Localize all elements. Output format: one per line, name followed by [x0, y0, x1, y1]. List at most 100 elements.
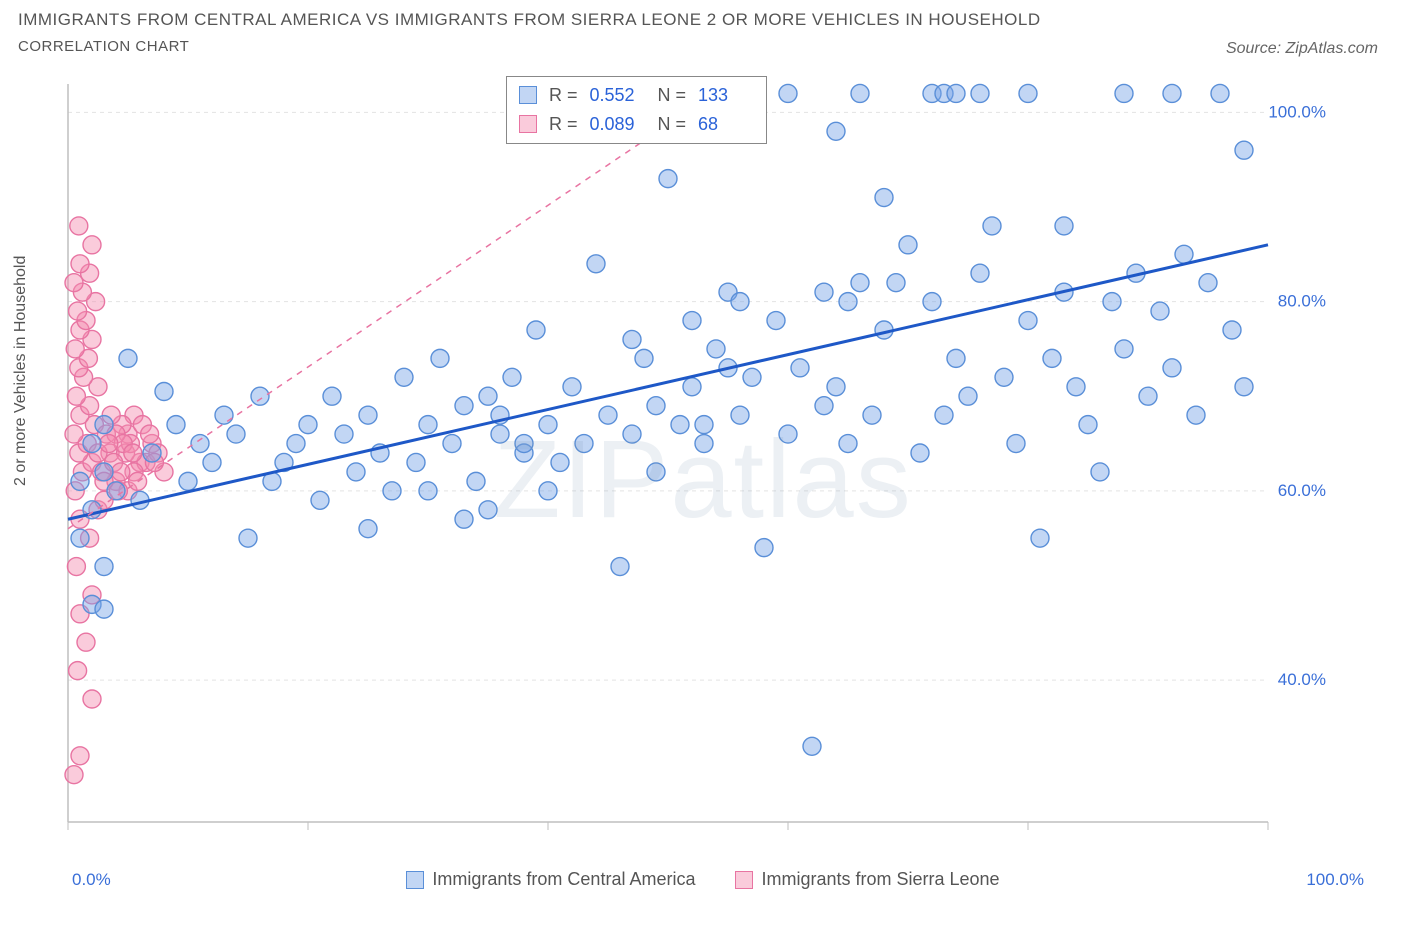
scatter-point — [623, 425, 641, 443]
scatter-point — [599, 406, 617, 424]
scatter-point — [1199, 274, 1217, 292]
stat-label-r: R = — [549, 110, 578, 139]
scatter-point — [911, 444, 929, 462]
stat-value-r: 0.552 — [590, 81, 646, 110]
scatter-point — [1091, 463, 1109, 481]
scatter-point — [1223, 321, 1241, 339]
y-tick-label: 80.0% — [1278, 292, 1326, 311]
scatter-point — [141, 425, 159, 443]
legend-label: Immigrants from Sierra Leone — [761, 869, 999, 890]
scatter-point — [647, 397, 665, 415]
scatter-point — [65, 274, 83, 292]
scatter-point — [491, 425, 509, 443]
scatter-point — [66, 340, 84, 358]
scatter-point — [311, 491, 329, 509]
source-label: Source: ZipAtlas.com — [1226, 40, 1378, 58]
scatter-point — [479, 387, 497, 405]
scatter-point — [1079, 416, 1097, 434]
scatter-point — [851, 274, 869, 292]
scatter-point — [1103, 293, 1121, 311]
scatter-point — [1151, 302, 1169, 320]
scatter-point — [347, 463, 365, 481]
legend-item: Immigrants from Central America — [406, 869, 695, 890]
scatter-point — [923, 293, 941, 311]
scatter-point — [683, 378, 701, 396]
scatter-point — [539, 416, 557, 434]
scatter-point — [65, 766, 83, 784]
scatter-point — [1235, 141, 1253, 159]
series-legend: Immigrants from Central America Immigrant… — [18, 869, 1388, 890]
scatter-point — [1187, 406, 1205, 424]
scatter-point — [827, 122, 845, 140]
stat-label-n: N = — [658, 110, 687, 139]
scatter-point — [83, 236, 101, 254]
scatter-point — [839, 435, 857, 453]
scatter-point — [887, 274, 905, 292]
scatter-point — [575, 435, 593, 453]
scatter-point — [551, 453, 569, 471]
scatter-point — [227, 425, 245, 443]
scatter-point — [587, 255, 605, 273]
scatter-point — [215, 406, 233, 424]
legend-swatch — [735, 871, 753, 889]
scatter-point — [935, 406, 953, 424]
scatter-point — [203, 453, 221, 471]
stat-value-n: 68 — [698, 110, 754, 139]
scatter-point — [335, 425, 353, 443]
scatter-point — [707, 340, 725, 358]
stat-label-r: R = — [549, 81, 578, 110]
scatter-point — [251, 387, 269, 405]
scatter-point — [743, 368, 761, 386]
scatter-point — [455, 510, 473, 528]
scatter-point — [71, 255, 89, 273]
scatter-point — [503, 368, 521, 386]
scatter-point — [95, 463, 113, 481]
legend-item: Immigrants from Sierra Leone — [735, 869, 999, 890]
scatter-point — [899, 236, 917, 254]
title-line-2: CORRELATION CHART — [18, 38, 1041, 55]
scatter-chart: 40.0%60.0%80.0%100.0% — [18, 76, 1348, 866]
legend-label: Immigrants from Central America — [432, 869, 695, 890]
scatter-point — [407, 453, 425, 471]
scatter-point — [539, 482, 557, 500]
scatter-point — [419, 482, 437, 500]
scatter-point — [95, 416, 113, 434]
scatter-point — [995, 368, 1013, 386]
scatter-point — [527, 321, 545, 339]
stats-legend-row: R =0.552N =133 — [519, 81, 754, 110]
scatter-point — [767, 312, 785, 330]
scatter-point — [107, 482, 125, 500]
scatter-point — [791, 359, 809, 377]
regression-line — [68, 245, 1268, 519]
scatter-point — [1211, 84, 1229, 102]
scatter-point — [671, 416, 689, 434]
scatter-point — [431, 349, 449, 367]
stats-legend-row: R =0.089N =68 — [519, 110, 754, 139]
y-tick-label: 100.0% — [1268, 102, 1326, 121]
scatter-point — [731, 406, 749, 424]
scatter-point — [1115, 340, 1133, 358]
scatter-point — [1055, 217, 1073, 235]
stat-label-n: N = — [658, 81, 687, 110]
scatter-point — [1067, 378, 1085, 396]
y-tick-label: 60.0% — [1278, 481, 1326, 500]
scatter-point — [467, 472, 485, 490]
scatter-point — [119, 349, 137, 367]
scatter-point — [65, 425, 83, 443]
scatter-point — [70, 217, 88, 235]
scatter-point — [359, 520, 377, 538]
scatter-point — [971, 84, 989, 102]
scatter-point — [95, 600, 113, 618]
scatter-point — [1043, 349, 1061, 367]
scatter-point — [1139, 387, 1157, 405]
scatter-point — [695, 435, 713, 453]
chart-area: 2 or more Vehicles in Household ZIPatlas… — [18, 76, 1388, 896]
scatter-point — [731, 293, 749, 311]
scatter-point — [779, 425, 797, 443]
legend-swatch — [519, 86, 537, 104]
scatter-point — [779, 84, 797, 102]
scatter-point — [69, 662, 87, 680]
scatter-point — [1019, 312, 1037, 330]
scatter-point — [359, 406, 377, 424]
scatter-point — [67, 558, 85, 576]
